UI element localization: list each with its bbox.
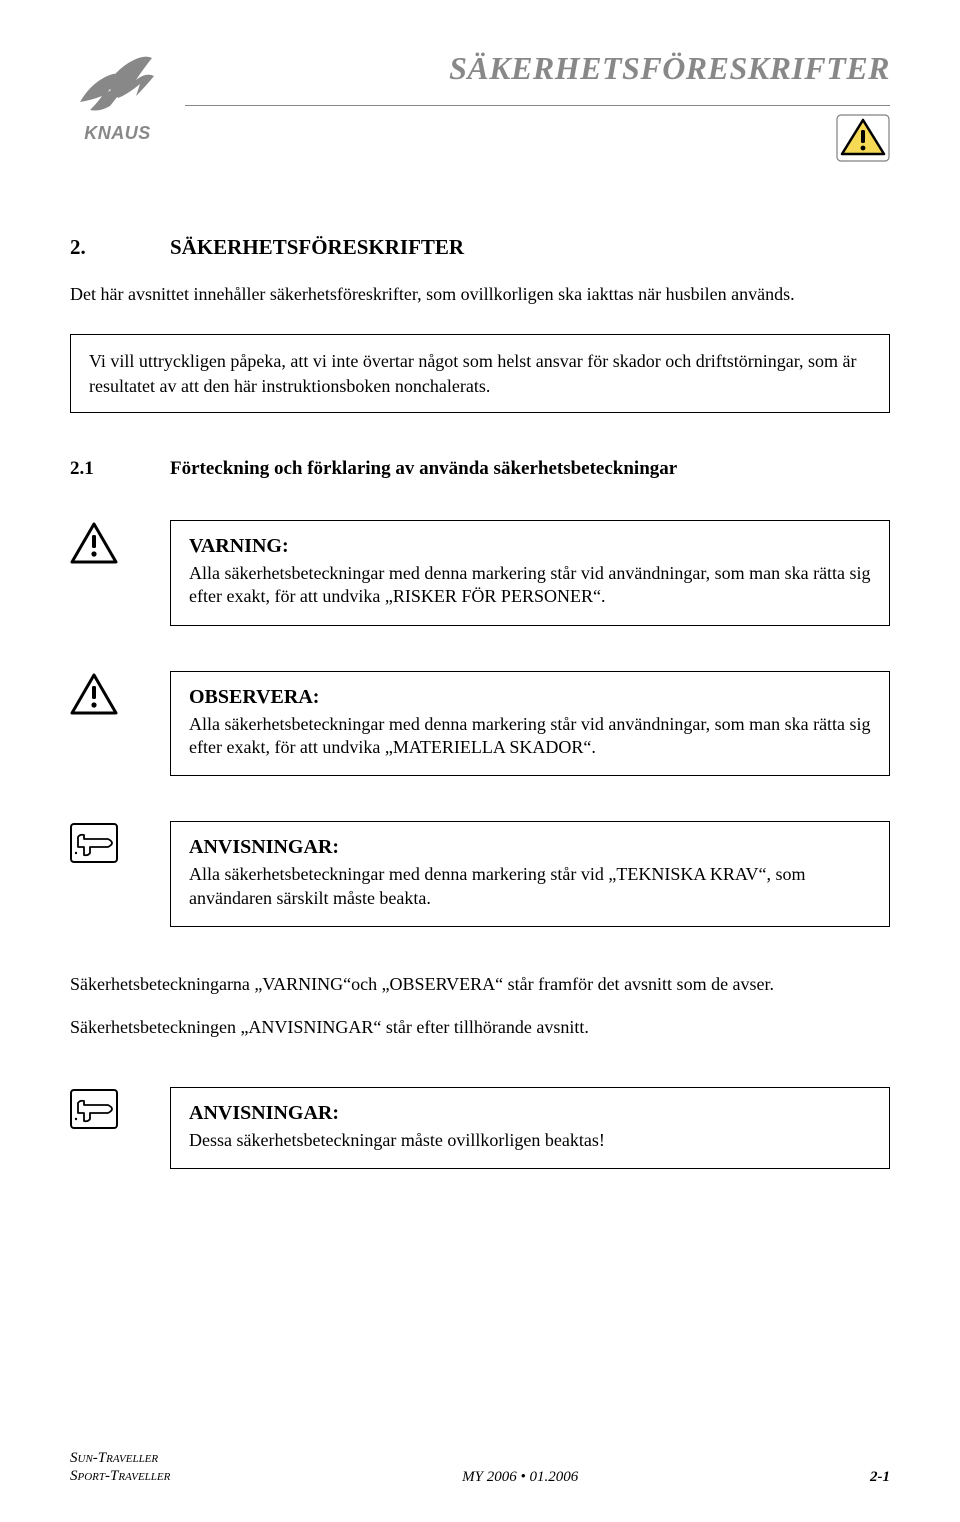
section-number: 2. xyxy=(70,235,170,260)
footer-model-names: Sun-Traveller Sport-Traveller xyxy=(70,1449,170,1487)
notice-anvisningar-1-body: Alla säkerhetsbeteckningar med denna mar… xyxy=(189,863,871,910)
footer-version: MY 2006 • 01.2006 xyxy=(170,1469,870,1486)
warning-icon xyxy=(70,520,128,569)
header-title-block: SÄKERHETSFÖRESKRIFTER xyxy=(185,50,890,167)
section-title: SÄKERHETSFÖRESKRIFTER xyxy=(170,235,464,260)
notice-anvisningar-1-title: ANVISNINGAR: xyxy=(189,836,871,859)
notice-observera-title: OBSERVERA: xyxy=(189,686,871,709)
page-title: SÄKERHETSFÖRESKRIFTER xyxy=(185,50,890,87)
notice-varning-body: Alla säkerhetsbeteckningar med denna mar… xyxy=(189,562,871,609)
notice-anvisningar-1: ANVISNINGAR: Alla säkerhetsbeteckningar … xyxy=(70,821,890,927)
notice-observera-body: Alla säkerhetsbeteckningar med denna mar… xyxy=(189,713,871,760)
header-warning-icon xyxy=(836,114,890,167)
explain-line-1: Säkerhetsbeteckningarna „VARNING“och „OB… xyxy=(70,972,890,996)
footer-page-number: 2-1 xyxy=(870,1469,890,1486)
notice-anvisningar-2: ANVISNINGAR: Dessa säkerhetsbeteckningar… xyxy=(70,1087,890,1169)
notice-observera: OBSERVERA: Alla säkerhetsbeteckningar me… xyxy=(70,671,890,777)
disclaimer-box: Vi vill uttryckligen påpeka, att vi inte… xyxy=(70,334,890,413)
subsection-heading: 2.1 Förteckning och förklaring av använd… xyxy=(70,458,890,480)
page-content: 2. SÄKERHETSFÖRESKRIFTER Det här avsnitt… xyxy=(70,175,890,1169)
notice-varning-title: VARNING: xyxy=(189,535,871,558)
brand-name: KNAUS xyxy=(84,123,151,144)
swallows-icon xyxy=(70,50,165,125)
footer-model-1: Sun-Traveller xyxy=(70,1449,170,1468)
explain-line-2: Säkerhetsbeteckningen „ANVISNINGAR“ står… xyxy=(70,1015,890,1039)
subsection-number: 2.1 xyxy=(70,458,170,480)
pointing-hand-icon xyxy=(70,1087,128,1134)
subsection-title: Förteckning och förklaring av använda sä… xyxy=(170,458,677,480)
page-footer: Sun-Traveller Sport-Traveller MY 2006 • … xyxy=(70,1449,890,1487)
notice-observera-box: OBSERVERA: Alla säkerhetsbeteckningar me… xyxy=(170,671,890,777)
notice-varning-box: VARNING: Alla säkerhetsbeteckningar med … xyxy=(170,520,890,626)
page-header: KNAUS SÄKERHETSFÖRESKRIFTER xyxy=(70,50,890,167)
pointing-hand-icon xyxy=(70,821,128,868)
section-intro: Det här avsnittet innehåller säkerhetsfö… xyxy=(70,282,890,306)
notice-anvisningar-2-body: Dessa säkerhetsbeteckningar måste ovillk… xyxy=(189,1129,871,1152)
brand-logo: KNAUS xyxy=(70,50,165,144)
notice-anvisningar-2-title: ANVISNINGAR: xyxy=(189,1102,871,1125)
caution-icon xyxy=(70,671,128,720)
section-heading: 2. SÄKERHETSFÖRESKRIFTER xyxy=(70,235,890,260)
footer-model-2: Sport-Traveller xyxy=(70,1467,170,1486)
notice-anvisningar-1-box: ANVISNINGAR: Alla säkerhetsbeteckningar … xyxy=(170,821,890,927)
title-divider xyxy=(185,105,890,106)
notice-varning: VARNING: Alla säkerhetsbeteckningar med … xyxy=(70,520,890,626)
notice-anvisningar-2-box: ANVISNINGAR: Dessa säkerhetsbeteckningar… xyxy=(170,1087,890,1169)
